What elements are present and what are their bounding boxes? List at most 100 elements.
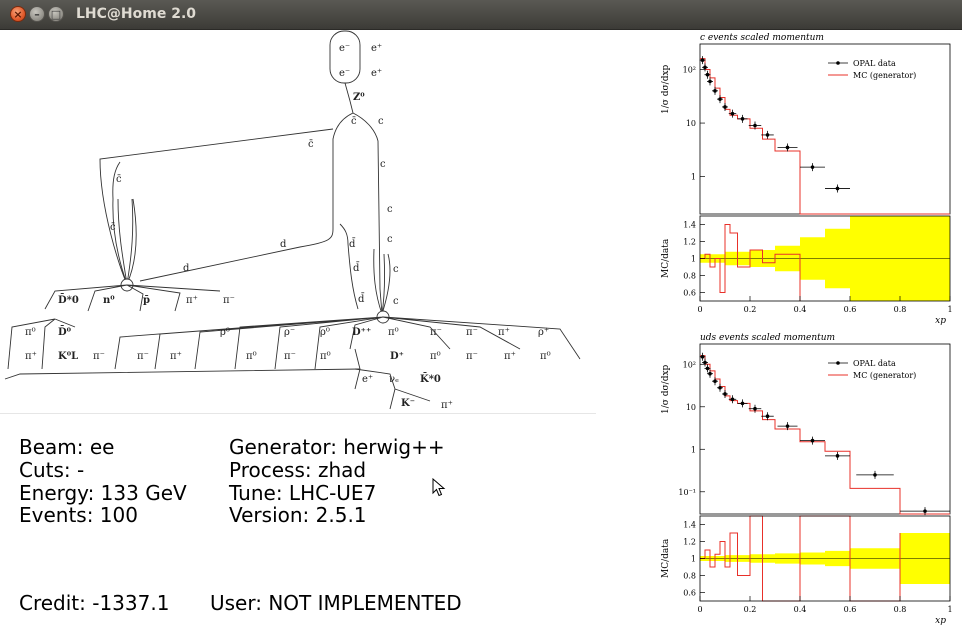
ratio-y-tick-label: 0.6 [683,589,696,598]
label-pi-plus: π⁺ [170,351,182,362]
dbar-line [339,223,359,310]
data-point [718,97,722,101]
y-tick-label: 10 [686,403,696,412]
generator-info: Generator: herwig++ [229,435,445,459]
x-tick-label: 0.2 [744,605,757,614]
ratio-y-tick-label: 0.8 [683,272,696,281]
label-rho0: ρ⁰ [220,327,230,338]
maximize-button[interactable]: □ [48,6,64,22]
data-point [740,401,745,406]
label-pi-plus: π⁺ [441,400,453,411]
energy-info: Energy: 133 GeV [19,481,187,505]
label-pi-minus: π⁻ [466,351,478,362]
data-point [753,406,757,411]
minimize-button[interactable]: – [29,6,45,22]
data-point [708,79,712,84]
x-tick-label: 0 [697,605,702,614]
data-point [723,105,727,109]
data-point [740,117,745,121]
data-point [708,371,712,376]
label-pi0: π⁰ [388,327,399,338]
window-title: LHC@Home 2.0 [76,6,197,22]
legend-marker-data [836,61,840,65]
label-pi-minus: π⁻ [223,295,235,306]
y-axis-label: 1/σ dσ/dxp [661,364,671,414]
plot-frame [699,343,951,515]
label-pi0: π⁰ [246,351,257,362]
y-axis-label: 1/σ dσ/dxp [661,64,671,114]
label-dpp: D⁺⁺ [352,327,371,338]
label-pi-minus: π⁻ [137,351,149,362]
label-c: c [378,116,384,127]
chart: uds events scaled momentum 1/σ dσ/dxp 10² 1… [661,333,953,626]
label-k-minus: K⁻ [401,398,415,409]
title-bar[interactable]: × – □ LHC@Home 2.0 [0,0,962,30]
ratio-y-tick-label: 1 [691,555,696,564]
cuts-info: Cuts: - [19,458,85,482]
label-dbar: d̄ [358,293,365,305]
label-rho-plus: ρ⁺ [538,327,549,338]
mouse-pointer-icon [432,478,446,497]
x-tick-label: 1 [947,305,952,314]
y-tick-label: 1 [691,445,696,454]
c-line [352,112,383,315]
label-d: d [183,263,190,274]
data-point [835,454,840,458]
ratio-mc-line [700,224,801,301]
x-tick-label: 0.2 [744,305,757,314]
label-pi-plus: π⁺ [25,351,37,362]
label-nu-e: νₑ [389,374,399,385]
label-k0l: K⁰L [58,351,78,362]
legend-label: MC (generator) [853,71,916,80]
ratio-y-tick-label: 1 [691,255,696,264]
data-point [923,509,927,513]
data-point [765,414,770,419]
mc-series-line [700,58,950,215]
label-pi-plus: π⁺ [186,295,198,306]
data-point [700,58,705,62]
y-tick-label: 10⁻¹ [678,488,696,497]
label-pi-minus: π⁻ [284,351,296,362]
data-point [765,133,770,137]
data-point [705,72,710,77]
label-c: c [393,264,399,275]
label-e-minus: e⁻ [339,68,350,79]
chart-title: uds events scaled momentum [700,333,835,343]
data-point [810,438,815,443]
label-cbar: c̄ [116,174,122,185]
close-button[interactable]: × [10,6,26,22]
x-tick-label: 0 [697,305,702,314]
x-tick-label: 0.6 [844,305,857,314]
y-tick-label: 1 [691,173,696,182]
label-cbar: c̄ [110,222,116,233]
legend-marker-data [836,361,840,365]
ratio-y-tick-label: 1.4 [683,221,696,230]
cbar-line [139,112,354,282]
label-pi-minus: π⁻ [430,327,442,338]
divider [0,413,596,414]
label-dbar-star0: D̄*0 [58,294,79,306]
label-pbar: p̄ [143,295,150,306]
data-point [873,473,877,477]
x-tick-label: 0.8 [894,605,907,614]
label-pi-minus: π⁻ [466,327,478,338]
label-e-minus: e⁻ [339,43,350,54]
label-pi-plus: π⁺ [504,351,516,362]
label-cbar: c̄ [308,139,314,150]
label-kbar-star0: K̄*0 [420,373,441,385]
process-info: Process: zhad [229,458,367,482]
event-diagram: e⁻ e⁺ e⁻ e⁺ Z⁰ c̄ c c̄ c c c c c c̄ c̄ d… [4,30,581,411]
data-point [835,186,840,191]
data-point [785,145,790,150]
data-point [713,379,717,383]
x-tick-label: 1 [947,605,952,614]
label-pi0: π⁰ [320,351,331,362]
x-tick-label: 0.4 [794,605,807,614]
credit-info: Credit: -1337.1 [19,591,170,615]
label-rho-minus: ρ⁻ [284,327,295,338]
data-point [718,385,722,390]
events-info: Events: 100 [19,503,138,527]
label-c: c [393,296,399,307]
